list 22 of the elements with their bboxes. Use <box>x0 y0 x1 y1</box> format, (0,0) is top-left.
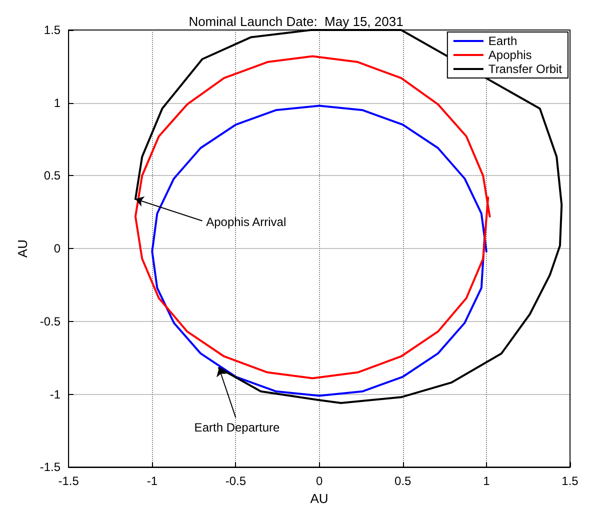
legend-label: Earth <box>488 34 518 48</box>
y-tick-label: 1.5 <box>44 23 61 37</box>
y-axis-title: AU <box>15 240 30 258</box>
line-series <box>151 104 488 397</box>
x-tick-label: 0 <box>316 474 323 488</box>
y-tick-label: -1 <box>50 387 61 402</box>
legend-label: Transfer Orbit <box>488 62 563 76</box>
x-tick-label: 1.5 <box>562 474 579 488</box>
y-tick-label: -0.5 <box>40 314 61 328</box>
annotation: Apophis Arrival <box>206 215 286 230</box>
x-axis-title: AU <box>310 491 328 506</box>
chart-title: Nominal Launch Date: May 15, 2031 <box>188 14 404 29</box>
x-tick-label: -0.5 <box>225 474 246 488</box>
legend-label: Apophis <box>488 48 532 62</box>
x-tick-label: 1 <box>483 474 490 488</box>
x-tick-label: -1 <box>146 474 158 488</box>
y-tick-label: -1.5 <box>40 460 61 474</box>
x-tick-label: 0.5 <box>394 474 412 488</box>
annotation: Earth Departure <box>194 420 280 434</box>
y-tick-label: 0.5 <box>44 168 61 183</box>
y-tick-label: 1 <box>54 96 61 110</box>
y-tick-label: 0 <box>54 242 61 256</box>
